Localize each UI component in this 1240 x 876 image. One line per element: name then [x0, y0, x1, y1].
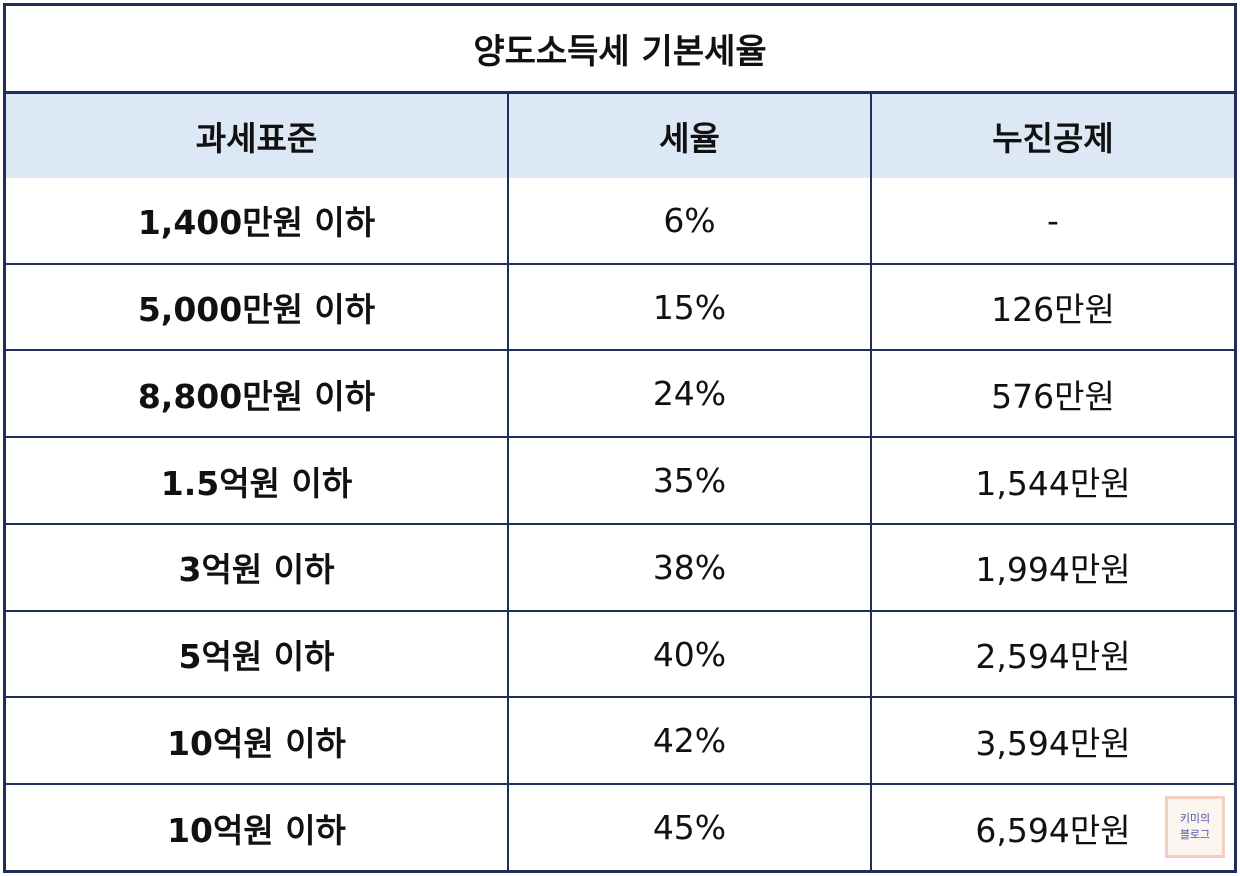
bracket-cell: 5,000만원 이하 [6, 263, 509, 352]
rate-cell: 45% [508, 784, 872, 870]
deduction-cell: 3,594만원 [871, 697, 1234, 786]
rate-cell: 38% [508, 523, 872, 612]
bracket-cell: 10억원 이하 [6, 697, 509, 786]
table-row: 1.5억원 이하 35% 1,544만원 [6, 437, 1234, 525]
rate-cell: 6% [508, 178, 872, 265]
deduction-cell: - [871, 178, 1234, 265]
table-row: 10억원 이하 45% 6,594만원 [6, 784, 1234, 870]
bracket-cell: 8,800만원 이하 [6, 350, 509, 439]
bracket-cell: 10억원 이하 [6, 784, 509, 870]
bracket-cell: 1,400만원 이하 [6, 178, 509, 265]
deduction-cell: 1,994만원 [871, 523, 1234, 612]
rate-cell: 35% [508, 437, 872, 525]
deduction-cell: 6,594만원 [975, 810, 1131, 850]
rate-cell: 40% [508, 610, 872, 699]
bracket-cell: 5억원 이하 [6, 610, 509, 699]
header-rate: 세율 [508, 94, 872, 178]
table-title: 양도소득세 기본세율 [6, 6, 1234, 94]
table-row: 3억원 이하 38% 1,994만원 [6, 523, 1234, 612]
header-deduction: 누진공제 [871, 94, 1234, 178]
watermark-line-2: 블로그 [1179, 828, 1211, 841]
table-row: 5,000만원 이하 15% 126만원 [6, 263, 1234, 352]
rate-cell: 15% [508, 263, 872, 352]
bracket-cell: 3억원 이하 [6, 523, 509, 612]
rate-cell: 42% [508, 697, 872, 786]
bracket-cell: 1.5억원 이하 [6, 437, 509, 525]
deduction-cell: 2,594만원 [871, 610, 1234, 699]
deduction-cell: 1,544만원 [871, 437, 1234, 525]
header-row: 과세표준 세율 누진공제 [6, 94, 1234, 178]
header-bracket: 과세표준 [6, 94, 509, 178]
deduction-cell: 126만원 [871, 263, 1234, 352]
tax-rate-table: 과세표준 세율 누진공제 1,400만원 이하 6% - 5,000만원 이하 … [6, 94, 1234, 870]
table-row: 5억원 이하 40% 2,594만원 [6, 610, 1234, 699]
rate-cell: 24% [508, 350, 872, 439]
watermark-line-1: 키미의 [1179, 812, 1211, 825]
table-row: 10억원 이하 42% 3,594만원 [6, 697, 1234, 786]
blog-watermark: 키미의 블로그 [1165, 796, 1225, 858]
table-row: 8,800만원 이하 24% 576만원 [6, 350, 1234, 439]
deduction-cell: 576만원 [871, 350, 1234, 439]
table-row: 1,400만원 이하 6% - [6, 178, 1234, 265]
tax-rate-table-frame: 양도소득세 기본세율 과세표준 세율 누진공제 1,400만원 이하 6% - … [3, 3, 1237, 873]
